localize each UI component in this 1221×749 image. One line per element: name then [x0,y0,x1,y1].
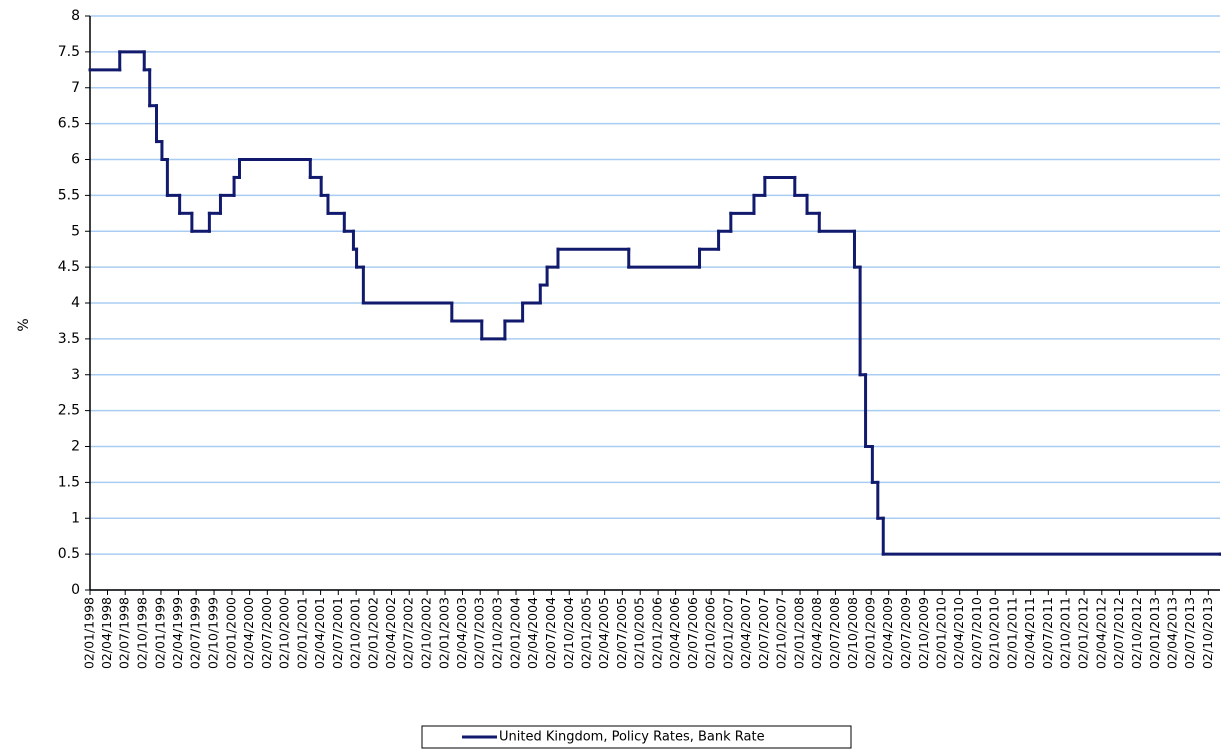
x-tick-label: 02/10/2012 [1129,597,1144,669]
x-tick-label: 02/10/2007 [774,597,789,669]
x-tick-label: 02/01/2001 [295,597,310,669]
x-tick-label: 02/01/2005 [579,597,594,669]
x-tick-label: 02/04/2006 [667,597,682,669]
y-tick-label: 2.5 [58,403,80,419]
x-tick-label: 02/01/2006 [650,597,665,669]
x-tick-label: 02/07/2012 [1111,597,1126,669]
y-axis-label: % [16,318,32,331]
x-tick-label: 02/07/2003 [472,597,487,669]
x-tick-label: 02/01/2007 [721,597,736,669]
y-tick-label: 4 [71,295,80,311]
x-tick-label: 02/07/2013 [1182,597,1197,669]
x-tick-label: 02/10/2009 [916,597,931,669]
x-tick-label: 02/10/2003 [490,597,505,669]
x-tick-label: 02/04/2003 [454,597,469,669]
x-tick-label: 02/07/1999 [188,597,203,669]
x-tick-label: 02/04/2004 [525,597,540,669]
x-tick-label: 02/10/2008 [845,597,860,669]
x-tick-label: 02/01/2004 [507,597,522,669]
x-tick-label: 02/04/2000 [241,597,256,669]
x-tick-label: 02/01/1998 [82,597,97,669]
x-tick-label: 02/10/2000 [277,597,292,669]
y-tick-label: 8 [71,8,80,24]
x-tick-label: 02/07/2005 [614,597,629,669]
y-tick-label: 7 [71,80,80,96]
y-tick-label: 3.5 [58,331,80,347]
x-tick-label: 02/10/2013 [1200,597,1215,669]
x-tick-label: 02/04/2008 [809,597,824,669]
y-tick-label: 6.5 [58,116,80,132]
x-tick-label: 02/07/2009 [898,597,913,669]
x-tick-label: 02/10/2005 [632,597,647,669]
x-tick-label: 02/04/2012 [1093,597,1108,669]
x-tick-label: 02/07/2006 [685,597,700,669]
x-tick-label: 02/10/2001 [348,597,363,669]
x-tick-label: 02/07/2011 [1040,597,1055,669]
x-tick-label: 02/10/2010 [987,597,1002,669]
x-tick-label: 02/01/2010 [934,597,949,669]
x-tick-label: 02/10/1999 [206,597,221,669]
x-tick-label: 02/01/2002 [366,597,381,669]
legend-box [421,725,852,749]
x-tick-label: 02/10/2002 [419,597,434,669]
y-tick-label: 5.5 [58,187,80,203]
x-tick-label: 02/10/1998 [135,597,150,669]
x-tick-label: 02/01/2008 [792,597,807,669]
x-tick-label: 02/04/2007 [738,597,753,669]
legend-label: United Kingdom, Policy Rates, Bank Rate [499,730,765,745]
x-tick-label: 02/01/2003 [437,597,452,669]
x-tick-label: 02/04/2009 [880,597,895,669]
x-tick-label: 02/04/2005 [596,597,611,669]
x-tick-label: 02/01/2013 [1147,597,1162,669]
y-tick-label: 1 [71,510,80,526]
x-tick-label: 02/07/2004 [543,597,558,669]
y-tick-label: 1.5 [58,474,80,490]
x-tick-label: 02/04/2010 [951,597,966,669]
x-tick-label: 02/07/2010 [969,597,984,669]
x-tick-label: 02/07/1998 [117,597,132,669]
x-tick-label: 02/07/2001 [330,597,345,669]
x-tick-label: 02/04/1998 [99,597,114,669]
x-tick-label: 02/07/2002 [401,597,416,669]
x-tick-label: 02/07/2008 [827,597,842,669]
y-tick-label: 7.5 [58,44,80,60]
x-tick-label: 02/01/2012 [1076,597,1091,669]
x-tick-label: 02/10/2004 [561,597,576,669]
x-tick-label: 02/01/2000 [223,597,238,669]
x-tick-label: 02/07/2007 [756,597,771,669]
x-tick-label: 02/07/2000 [259,597,274,669]
y-tick-label: 6 [71,152,80,168]
x-tick-label: 02/10/2006 [703,597,718,669]
x-tick-label: 02/04/2013 [1164,597,1179,669]
y-tick-label: 4.5 [58,259,80,275]
x-tick-label: 02/04/2002 [383,597,398,669]
y-tick-label: 5 [71,223,80,239]
x-tick-label: 02/01/1999 [152,597,167,669]
x-tick-label: 02/10/2011 [1058,597,1073,669]
y-tick-label: 3 [71,367,80,383]
y-tick-label: 0 [71,582,80,598]
x-tick-label: 02/01/2009 [863,597,878,669]
x-tick-label: 02/04/2011 [1022,597,1037,669]
y-tick-label: 2 [71,439,80,455]
x-tick-label: 02/01/2011 [1005,597,1020,669]
x-tick-label: 02/04/1999 [170,597,185,669]
x-tick-label: 02/04/2001 [312,597,327,669]
y-tick-label: 0.5 [58,546,80,562]
